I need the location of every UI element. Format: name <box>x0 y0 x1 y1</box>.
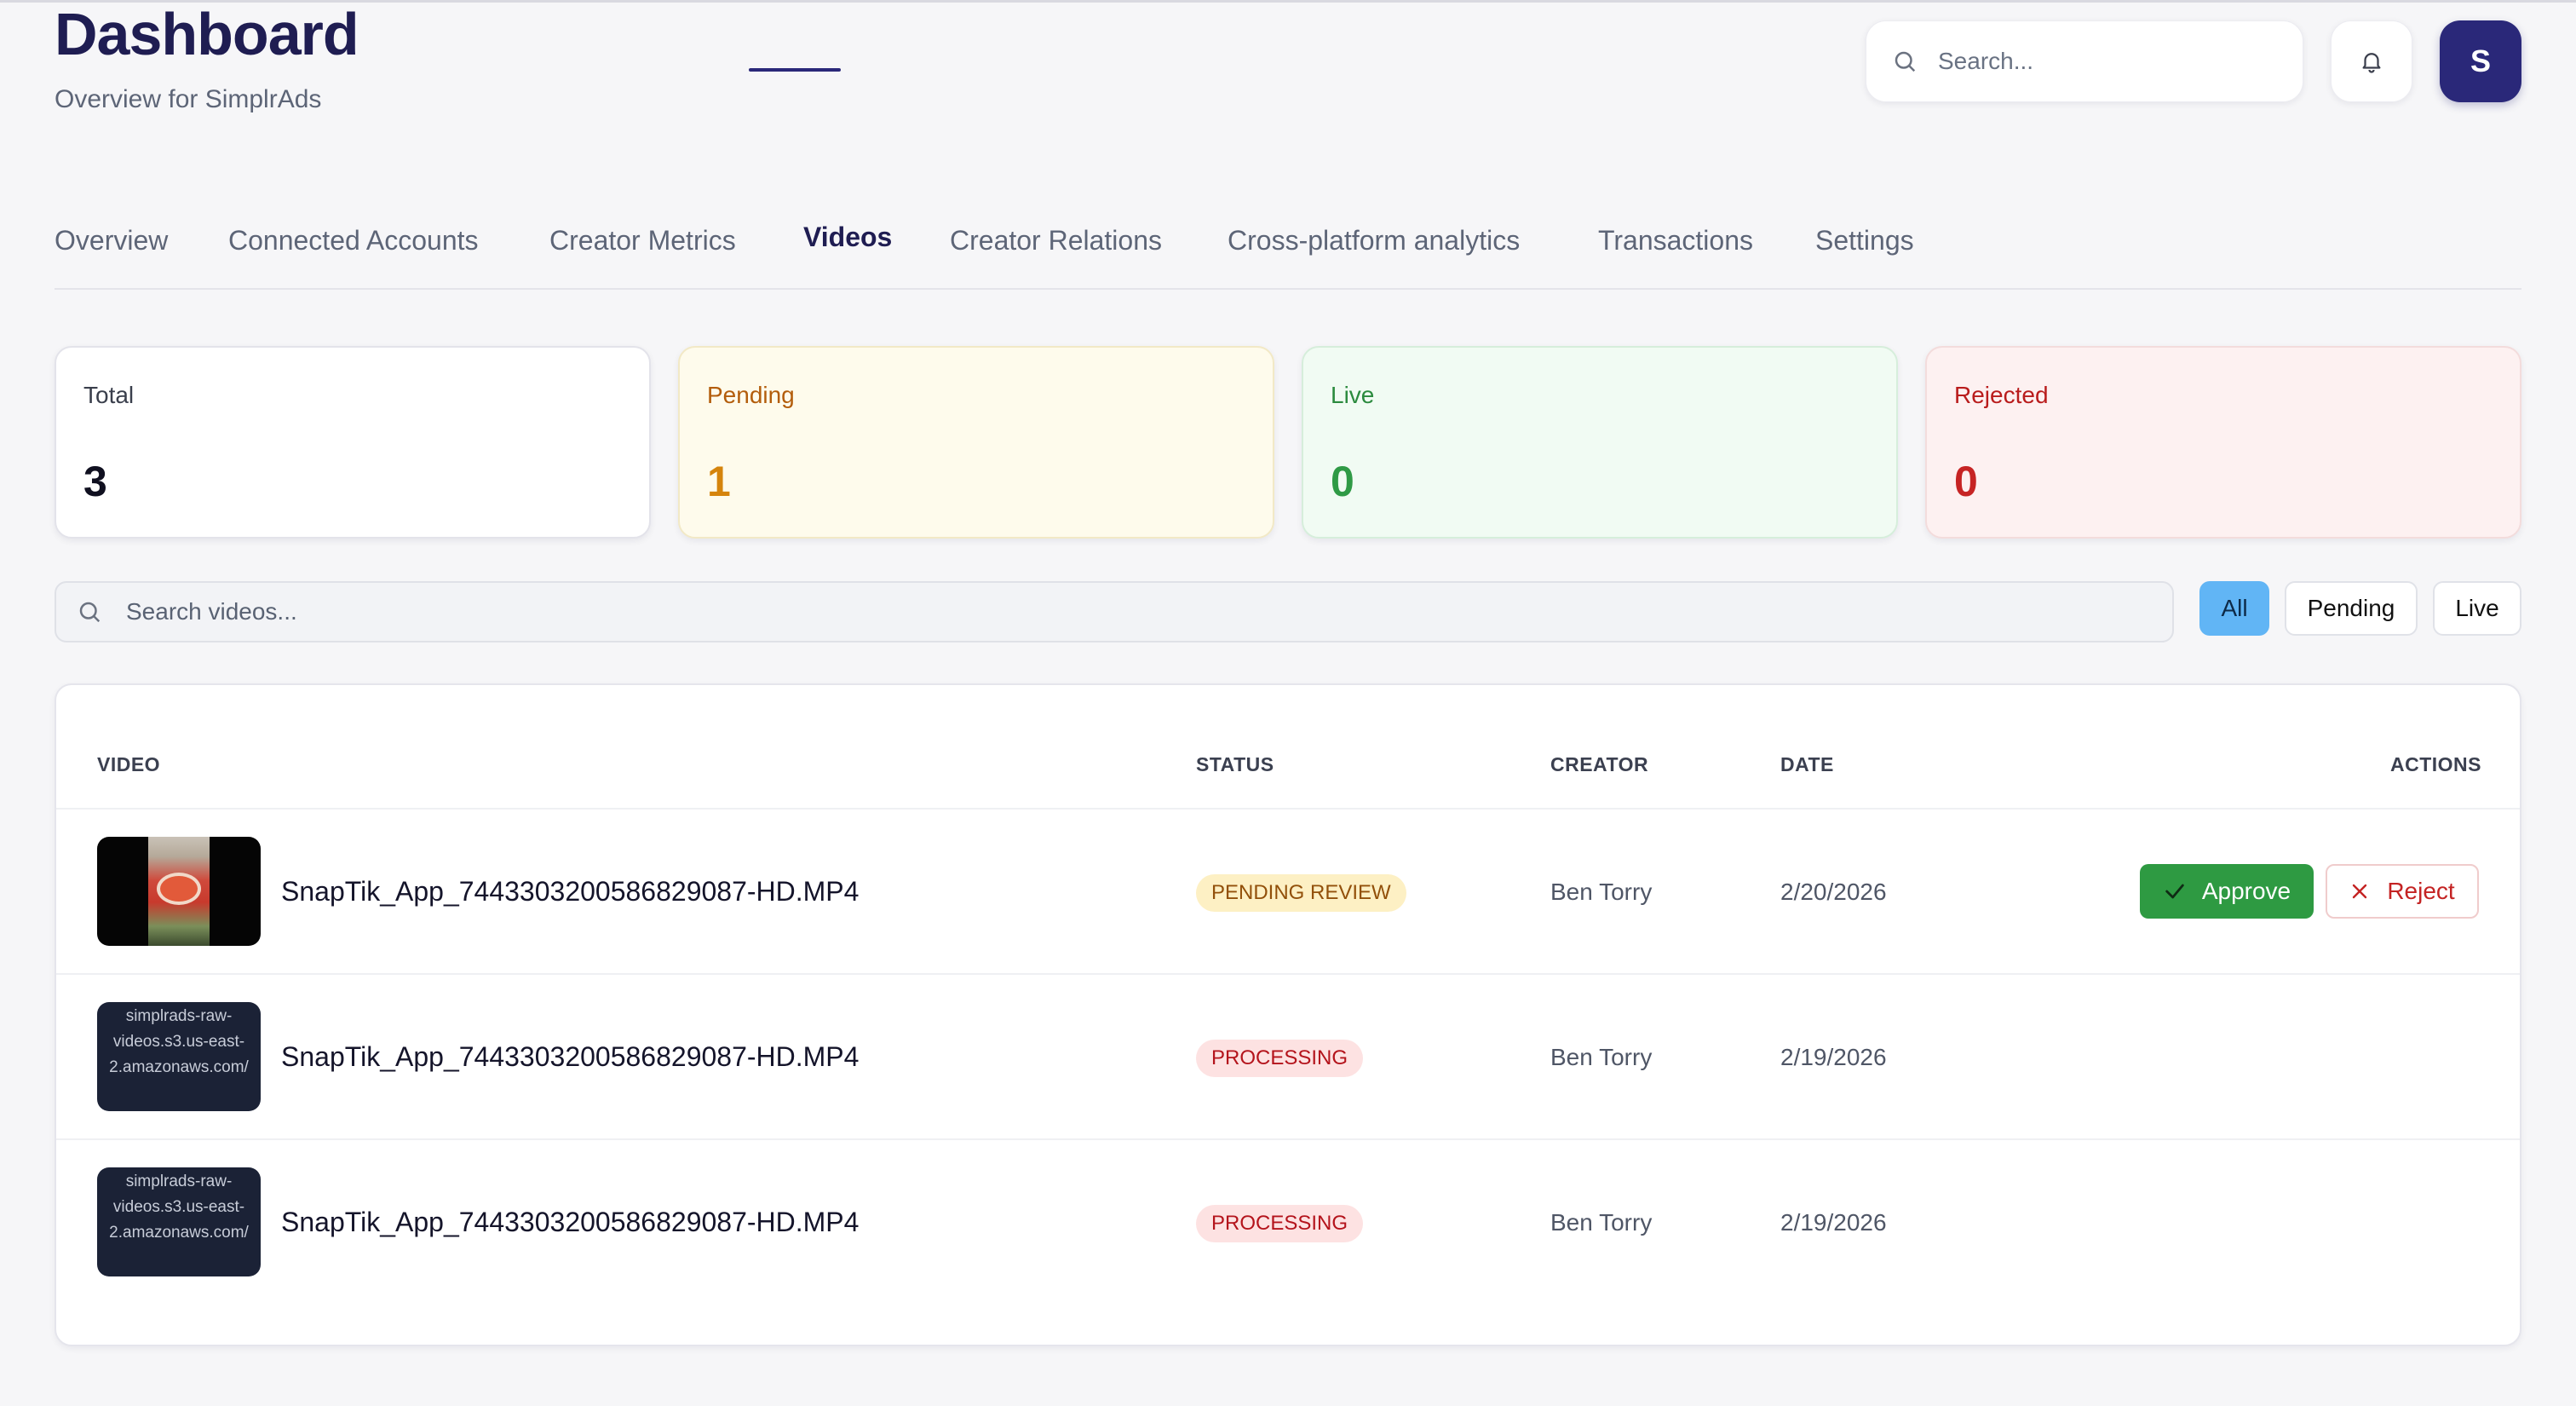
video-search-placeholder: Search videos... <box>126 598 297 625</box>
creator-name: Ben Torry <box>1550 1209 1653 1236</box>
video-search-input[interactable]: Search videos... <box>55 581 2174 642</box>
stat-value: 1 <box>707 458 731 505</box>
video-thumbnail[interactable] <box>97 837 261 946</box>
column-header-status: STATUS <box>1196 753 1274 775</box>
upload-date: 2/19/2026 <box>1780 1209 1887 1236</box>
stat-card-live: Live 0 <box>1302 346 1898 539</box>
tab-videos[interactable]: Videos <box>803 222 893 252</box>
video-filename: SnapTik_App_7443303200586829087-HD.MP4 <box>281 1207 860 1237</box>
video-filename: SnapTik_App_7443303200586829087-HD.MP4 <box>281 1041 860 1072</box>
reject-label: Reject <box>2387 878 2455 904</box>
stat-value: 3 <box>83 458 107 505</box>
global-search-input[interactable]: Search... <box>1866 20 2303 102</box>
upload-date: 2/20/2026 <box>1780 879 1887 905</box>
tab-creator-relations[interactable]: Creator Relations <box>950 225 1162 256</box>
filter-all-button[interactable]: All <box>2199 581 2269 636</box>
stat-label: Total <box>83 382 135 408</box>
row-divider <box>56 808 2520 810</box>
top-divider <box>0 0 2576 3</box>
tab-creator-metrics[interactable]: Creator Metrics <box>549 225 736 256</box>
stat-value: 0 <box>1954 458 1978 505</box>
search-icon <box>79 602 101 623</box>
column-header-actions: ACTIONS <box>2390 753 2481 775</box>
page-title: Dashboard <box>55 1 359 67</box>
video-thumbnail[interactable]: simplrads-raw-videos.s3.us-east-2.amazon… <box>97 1002 261 1111</box>
stat-card-total: Total 3 <box>55 346 651 539</box>
row-divider <box>56 1138 2520 1140</box>
bell-icon <box>2362 53 2381 73</box>
video-filename: SnapTik_App_7443303200586829087-HD.MP4 <box>281 876 860 907</box>
approve-label: Approve <box>2201 878 2291 904</box>
reject-button[interactable]: Reject <box>2326 864 2479 919</box>
thumbnail-image <box>148 837 210 946</box>
status-badge: PENDING REVIEW <box>1196 874 1406 912</box>
stat-value: 0 <box>1331 458 1354 505</box>
filter-live-button[interactable]: Live <box>2433 581 2521 636</box>
check-icon <box>2165 884 2184 899</box>
stat-label: Live <box>1331 382 1375 408</box>
row-divider <box>56 973 2520 975</box>
search-placeholder: Search... <box>1938 48 2034 74</box>
page-subtitle: Overview for SimplrAds <box>55 85 322 113</box>
video-thumbnail[interactable]: simplrads-raw-videos.s3.us-east-2.amazon… <box>97 1167 261 1276</box>
user-avatar[interactable]: S <box>2440 20 2521 102</box>
tab-bar: Overview Connected Accounts Creator Metr… <box>55 218 2521 290</box>
filter-pending-button[interactable]: Pending <box>2285 581 2418 636</box>
notifications-button[interactable] <box>2331 20 2412 102</box>
tab-settings[interactable]: Settings <box>1815 225 1914 256</box>
close-icon <box>2353 884 2367 899</box>
tab-transactions[interactable]: Transactions <box>1598 225 1753 256</box>
active-tab-indicator <box>749 68 841 72</box>
column-header-video: VIDEO <box>97 753 161 775</box>
videos-table <box>55 683 2521 1346</box>
tab-connected-accounts[interactable]: Connected Accounts <box>228 225 479 256</box>
search-icon <box>1895 51 1916 72</box>
creator-name: Ben Torry <box>1550 879 1653 905</box>
stat-card-rejected: Rejected 0 <box>1925 346 2521 539</box>
status-badge: PROCESSING <box>1196 1040 1364 1077</box>
stat-label: Rejected <box>1954 382 2049 408</box>
column-header-date: DATE <box>1780 753 1834 775</box>
status-badge: PROCESSING <box>1196 1205 1364 1242</box>
approve-button[interactable]: Approve <box>2140 864 2314 919</box>
stat-card-pending: Pending 1 <box>678 346 1274 539</box>
tab-cross-platform-analytics[interactable]: Cross-platform analytics <box>1228 225 1521 256</box>
creator-name: Ben Torry <box>1550 1044 1653 1070</box>
upload-date: 2/19/2026 <box>1780 1044 1887 1070</box>
tab-overview[interactable]: Overview <box>55 225 169 256</box>
column-header-creator: CREATOR <box>1550 753 1649 775</box>
stat-label: Pending <box>707 382 795 408</box>
